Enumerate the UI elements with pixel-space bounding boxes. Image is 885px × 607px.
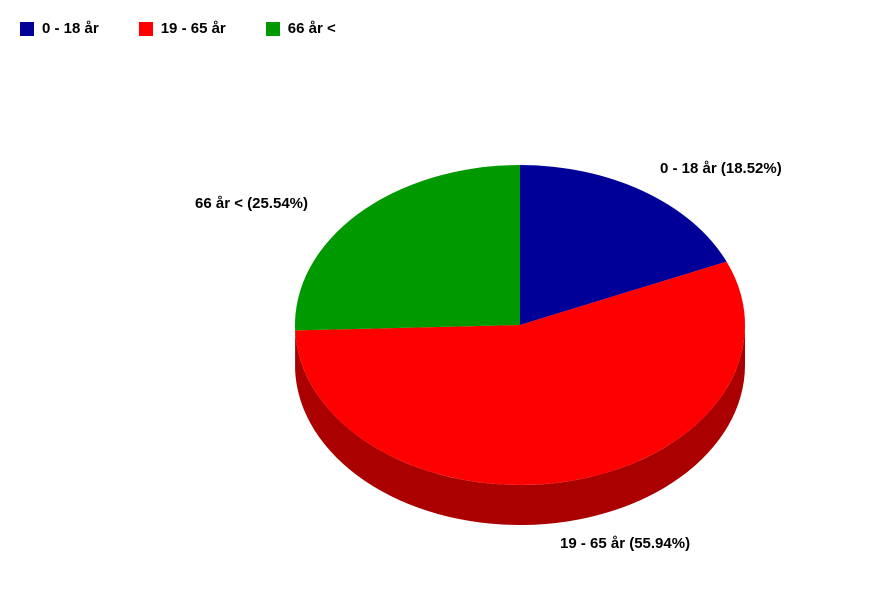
slice-label-1: 19 - 65 år (55.94%) (560, 535, 690, 552)
slice-label-0: 0 - 18 år (18.52%) (660, 160, 782, 177)
slice-label-2: 66 år < (25.54%) (195, 195, 308, 212)
pie-chart (0, 0, 885, 607)
